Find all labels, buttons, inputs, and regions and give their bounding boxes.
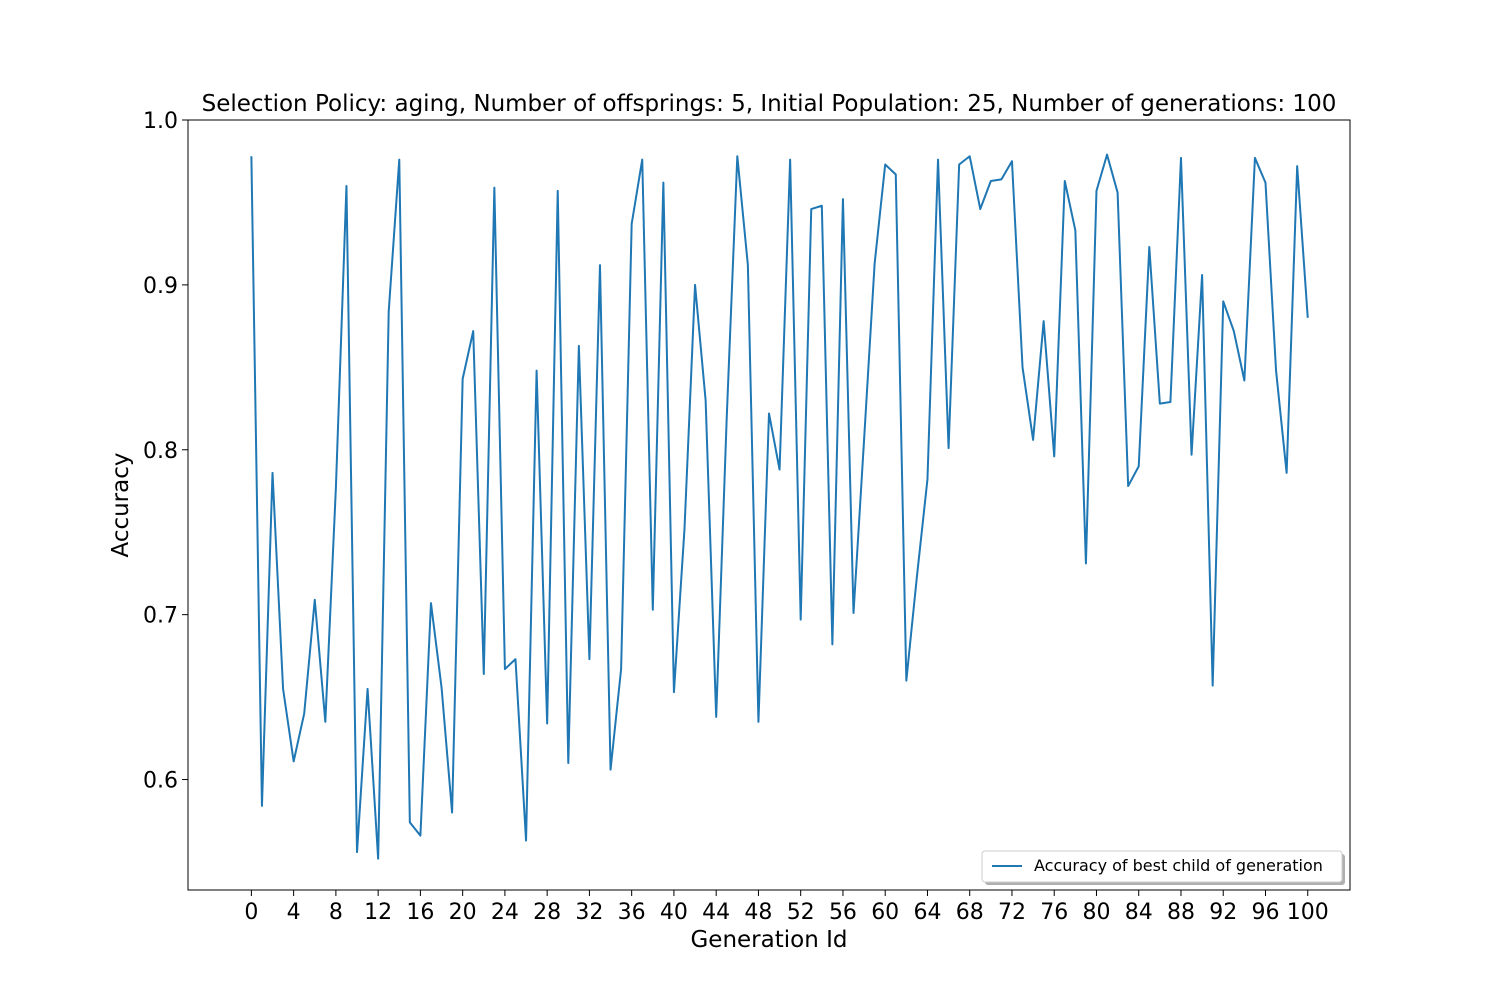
x-tick-label: 60 — [871, 900, 899, 925]
x-tick-label: 72 — [998, 900, 1026, 925]
legend-box — [981, 850, 1343, 883]
x-tick-label: 8 — [329, 900, 343, 925]
x-tick-label: 32 — [575, 900, 603, 925]
x-tick-label: 36 — [618, 900, 646, 925]
chart-title: Selection Policy: aging, Number of offsp… — [202, 91, 1337, 117]
x-axis-label: Generation Id — [690, 927, 847, 953]
y-axis-ticks: 0.6 0.7 0.8 0.9 1.0 — [143, 109, 188, 794]
x-tick-label: 100 — [1287, 900, 1329, 925]
x-tick-label: 20 — [449, 900, 477, 925]
x-tick-label: 88 — [1167, 900, 1195, 925]
y-tick-label: 0.9 — [143, 274, 178, 299]
y-tick-label: 1.0 — [143, 109, 178, 134]
x-axis-ticks: 0 4 8 12 16 20 24 28 32 36 40 44 48 52 56 60 64 68 72 76 80 8… — [244, 890, 1329, 925]
x-tick-label: 56 — [829, 900, 857, 925]
x-tick-label: 12 — [364, 900, 392, 925]
x-tick-label: 24 — [491, 900, 519, 925]
x-tick-label: 44 — [702, 900, 730, 925]
x-tick-label: 0 — [244, 900, 258, 925]
x-tick-label: 76 — [1040, 900, 1068, 925]
y-tick-label: 0.6 — [143, 769, 178, 794]
x-tick-label: 84 — [1125, 900, 1153, 925]
x-tick-label: 16 — [406, 900, 434, 925]
x-tick-label: 52 — [787, 900, 815, 925]
legend-label: Accuracy of best child of generation — [1034, 856, 1323, 875]
x-tick-label: 40 — [660, 900, 688, 925]
x-tick-label: 68 — [956, 900, 984, 925]
y-tick-label: 0.7 — [143, 604, 178, 629]
plot-area — [188, 120, 1350, 890]
x-tick-label: 48 — [744, 900, 772, 925]
x-tick-label: 96 — [1251, 900, 1279, 925]
x-tick-label: 64 — [913, 900, 941, 925]
legend: Accuracy of best child of generation — [981, 850, 1345, 885]
x-tick-label: 28 — [533, 900, 561, 925]
y-axis-title: Accuracy — [108, 452, 134, 557]
x-tick-label: 4 — [287, 900, 301, 925]
plot-frame — [187, 119, 1351, 891]
x-tick-label: 80 — [1082, 900, 1110, 925]
x-tick-label: 92 — [1209, 900, 1237, 925]
y-tick-label: 0.8 — [143, 439, 178, 464]
series-line — [250, 153, 1309, 860]
